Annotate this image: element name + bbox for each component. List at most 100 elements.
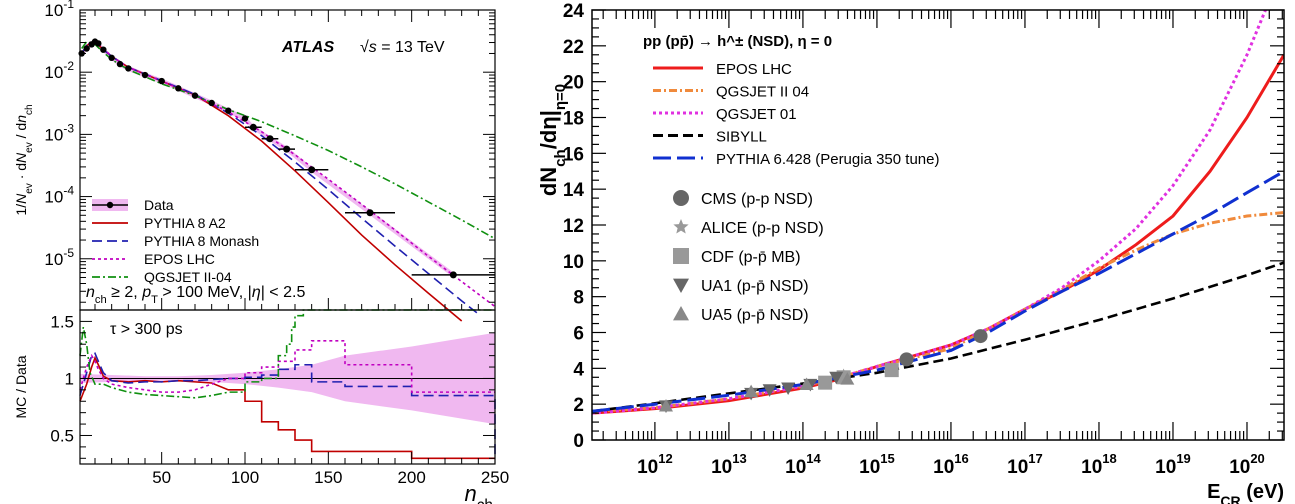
- curve-pythia-6-428-perugia-350-tune-: [592, 170, 1284, 413]
- y-tick-label: 10-2: [44, 59, 74, 82]
- legend-marker-circle: [673, 190, 689, 206]
- y-tick-label: 18: [563, 109, 584, 130]
- curve-qgsjet-ii-04: [592, 211, 1284, 413]
- legend-marker-triangle-down: [673, 278, 689, 293]
- x-axis-label: nch: [464, 481, 493, 504]
- y-tick-label: 20: [563, 73, 584, 94]
- data-uncertainty-band: [81, 39, 454, 278]
- y-tick-label: 1: [65, 369, 74, 388]
- curve-pythia-8-a2: [81, 40, 463, 322]
- y-tick-label: 8: [573, 288, 584, 309]
- data-point-ua5: [659, 398, 674, 412]
- legend-label-epos-lhc: EPOS LHC: [716, 61, 792, 78]
- y-tick-label: 10-5: [44, 246, 74, 269]
- legend-marker-triangle-up: [673, 306, 689, 321]
- ratio-frame: [79, 309, 496, 465]
- data-point: [175, 85, 182, 92]
- x-tick-label: 50: [152, 468, 171, 487]
- data-point-cms: [973, 329, 988, 344]
- legend-label-pythia-8-a2: PYTHIA 8 A2: [144, 215, 226, 231]
- data-point: [449, 271, 457, 279]
- x-tick-label: 1013: [711, 451, 747, 478]
- data-point: [108, 54, 115, 62]
- y-tick-label: 10-3: [44, 121, 74, 144]
- y-tick-label: 4: [573, 359, 584, 380]
- atlas-label: ATLAS: [281, 39, 334, 56]
- curve-sibyll: [592, 261, 1284, 413]
- legend-label-pythia-8-monash: PYTHIA 8 Monash: [144, 233, 259, 249]
- data-point: [308, 166, 316, 174]
- legend-marker-label: UA5 (p-p̄ NSD): [701, 307, 809, 324]
- y-tick-label: 10-4: [44, 184, 74, 207]
- y-tick-label: 10: [563, 252, 584, 273]
- y-tick-label: 10-1: [44, 0, 74, 20]
- tau-label: τ > 300 ps: [110, 321, 183, 338]
- model-curves: [592, 10, 1284, 415]
- data-point: [158, 77, 165, 85]
- ratio-curve-qgsjet-ii-04: [79, 309, 495, 399]
- y-tick-label: 1.5: [50, 312, 74, 331]
- ratio-curve-pythia-8-monash: [79, 352, 496, 459]
- x-tick-label: 250: [481, 468, 509, 487]
- x-tick-label: 1019: [1155, 451, 1191, 478]
- legend-label-data: Data: [144, 197, 174, 213]
- data-point: [191, 92, 199, 99]
- legend-marker-star: [673, 219, 689, 234]
- data-point-cdf: [818, 375, 833, 390]
- y-tick-label: 16: [563, 144, 584, 165]
- data-point-ua1: [781, 382, 796, 396]
- data-point-ua1: [829, 371, 844, 385]
- data-point-ua5: [799, 377, 814, 391]
- legend-marker-label: CDF (p-p̄ MB): [701, 249, 801, 266]
- data-point: [266, 135, 274, 143]
- data-point: [83, 45, 90, 52]
- legend-label-qgsjet-ii-04: QGSJET II-04: [144, 269, 232, 285]
- data-point: [100, 46, 107, 53]
- data-point: [141, 71, 149, 79]
- legend-marker-label: ALICE (p-p NSD): [701, 220, 824, 237]
- y-tick-label: 0.5: [50, 426, 74, 445]
- y-tick-label: 0: [573, 431, 584, 452]
- data-point: [249, 123, 257, 131]
- x-tick-label: 1015: [859, 451, 895, 478]
- x-tick-label: 1014: [785, 451, 821, 478]
- data-point-ua5: [744, 384, 759, 398]
- curve-qgsjet-01: [592, 10, 1268, 415]
- data-point: [116, 60, 124, 68]
- legend-label-pythia-6-428-perugia-350-tune-: PYTHIA 6.428 (Perugia 350 tune): [716, 151, 939, 168]
- y-axis-label: 1/Nev · dNev / dnch: [13, 104, 35, 215]
- x-tick-label: 1017: [1007, 451, 1043, 478]
- legend-label-sibyll: SIBYLL: [716, 129, 767, 146]
- y-tick-label: 14: [563, 180, 585, 201]
- x-tick-label: 200: [397, 468, 425, 487]
- x-axis-label: ECR (eV): [1207, 481, 1284, 504]
- data-point: [241, 115, 249, 122]
- data-point: [125, 65, 132, 72]
- x-tick-label: 1020: [1229, 451, 1265, 478]
- data-point-cms: [899, 352, 914, 367]
- legend-label-qgsjet-ii-04: QGSJET II 04: [716, 84, 809, 101]
- legend-marker-label: UA1 (p-p̄ NSD): [701, 278, 809, 295]
- curve-epos-lhc: [80, 39, 496, 308]
- energy-label: √s = 13 TeV: [360, 39, 445, 56]
- legend-marker-square: [673, 248, 689, 264]
- y-axis-label: dNch/dη|η=0: [536, 84, 569, 196]
- y-tick-label: 22: [563, 37, 584, 58]
- data-point: [225, 107, 232, 114]
- ratio-y-axis-label: MC / Data: [13, 355, 29, 418]
- y-tick-label: 6: [573, 324, 584, 345]
- data-point: [208, 99, 215, 107]
- x-tick-label: 100: [231, 468, 259, 487]
- data-point: [283, 145, 291, 153]
- x-tick-label: 150: [314, 468, 342, 487]
- data-point-cdf: [884, 363, 899, 378]
- x-tick-label: 1018: [1081, 451, 1117, 478]
- legend-title: pp (pp̄) → h^± (NSD), η = 0: [643, 33, 832, 50]
- data-point: [95, 40, 102, 47]
- multiplicity-distribution-plot: 10-5 10-4 10-3 10-2 10-1 1/Nev · dNev / dnch A…: [13, 0, 496, 322]
- data-point: [366, 209, 374, 217]
- curve-epos-lhc: [592, 54, 1284, 415]
- data-point-ua1: [762, 384, 777, 397]
